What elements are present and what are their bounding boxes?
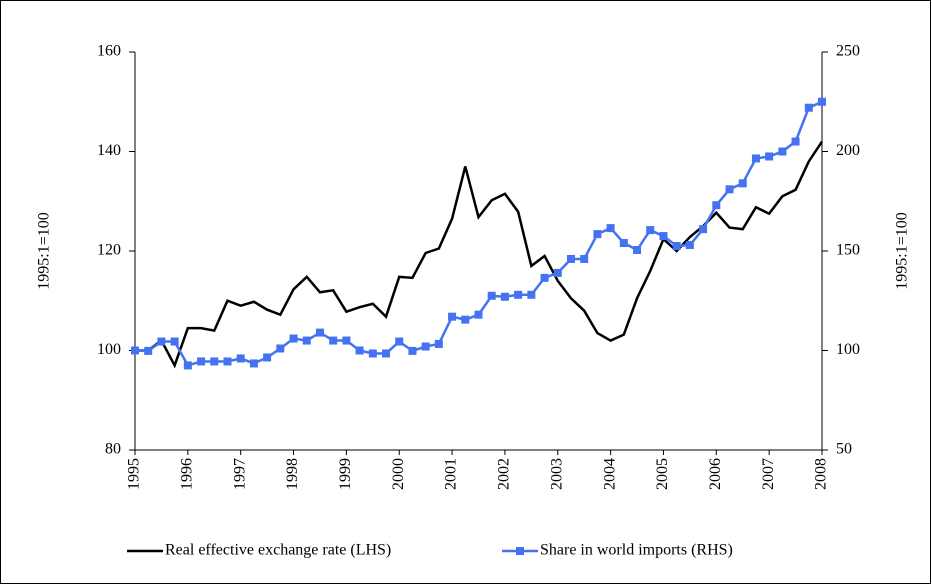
marker: [818, 97, 826, 106]
marker: [223, 357, 232, 366]
marker: [646, 226, 655, 235]
marker: [514, 290, 523, 299]
marker: [725, 185, 734, 194]
x-tick-label: 2007: [760, 458, 777, 490]
marker: [408, 346, 417, 355]
marker: [421, 342, 430, 351]
marker: [487, 291, 496, 300]
marker: [566, 254, 575, 263]
y-axis-label: 1995:1=100: [36, 212, 53, 289]
marker: [355, 346, 364, 355]
y2-tick-label: 250: [836, 43, 860, 60]
marker: [448, 312, 457, 321]
marker: [659, 232, 668, 241]
marker: [540, 273, 549, 282]
x-tick-label: 1998: [284, 458, 301, 490]
marker: [593, 230, 602, 239]
marker: [289, 334, 298, 343]
x-tick-label: 2002: [496, 458, 513, 490]
marker: [249, 359, 258, 368]
marker: [342, 336, 351, 345]
y-tick-label: 80: [105, 441, 121, 458]
marker: [395, 337, 404, 346]
y2-axis-label: 1995:1=100: [894, 212, 911, 289]
y-tick-label: 160: [97, 43, 121, 60]
x-tick-label: 2005: [654, 458, 671, 490]
marker: [500, 292, 509, 301]
y-tick-label: 120: [97, 242, 121, 259]
marker: [791, 137, 800, 146]
marker: [765, 152, 774, 161]
y2-tick-label: 100: [836, 341, 860, 358]
marker: [131, 346, 139, 355]
marker: [474, 310, 483, 319]
marker: [197, 357, 206, 366]
marker: [434, 339, 443, 348]
marker: [368, 349, 377, 358]
y-tick-label: 140: [97, 142, 121, 159]
marker: [606, 224, 615, 233]
marker: [461, 315, 470, 324]
marker: [236, 354, 245, 363]
marker: [315, 328, 324, 337]
x-tick-label: 2006: [707, 458, 724, 490]
marker: [170, 337, 179, 346]
marker: [633, 246, 642, 255]
marker: [672, 242, 681, 251]
legend-label: Share in world imports (RHS): [540, 542, 733, 559]
x-tick-label: 1995: [126, 458, 143, 490]
legend-marker: [516, 547, 524, 555]
y2-tick-label: 150: [836, 242, 860, 259]
x-tick-label: 2001: [443, 458, 460, 490]
x-tick-label: 2000: [390, 458, 407, 490]
marker: [804, 103, 813, 112]
marker: [527, 290, 536, 299]
marker: [619, 239, 628, 248]
marker: [778, 147, 787, 156]
legend-label: Real effective exchange rate (LHS): [165, 542, 391, 559]
marker: [712, 201, 721, 210]
y-tick-label: 100: [97, 341, 121, 358]
x-tick-label: 2003: [548, 458, 565, 490]
x-tick-label: 1997: [231, 458, 248, 490]
y2-tick-label: 50: [836, 441, 852, 458]
x-tick-label: 1996: [179, 458, 196, 490]
marker: [210, 357, 219, 366]
x-tick-label: 1999: [337, 458, 354, 490]
marker: [553, 268, 562, 277]
marker: [738, 179, 747, 188]
marker: [183, 361, 192, 370]
marker: [751, 154, 760, 163]
marker: [685, 241, 694, 250]
marker: [144, 346, 153, 355]
marker: [157, 337, 166, 346]
marker: [263, 353, 272, 362]
marker: [302, 336, 311, 345]
x-tick-label: 2008: [813, 458, 830, 490]
marker: [382, 349, 391, 358]
marker: [329, 336, 338, 345]
marker: [580, 254, 589, 263]
marker: [276, 344, 285, 353]
y2-tick-label: 200: [836, 142, 860, 159]
x-tick-label: 2004: [601, 458, 618, 490]
marker: [699, 225, 708, 234]
